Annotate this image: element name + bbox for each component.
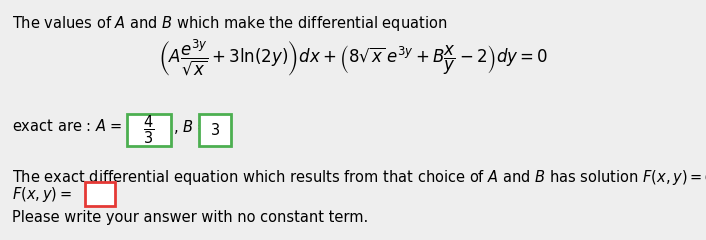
Text: Please write your answer with no constant term.: Please write your answer with no constan… <box>12 210 369 225</box>
Text: exact are : $A$ =: exact are : $A$ = <box>12 118 124 134</box>
Text: $F(x, y) = $: $F(x, y) = $ <box>12 185 72 204</box>
Text: $\left( A\dfrac{e^{3y}}{\sqrt{x}} + 3\ln(2y) \right) dx + \left( 8\sqrt{x}\,e^{3: $\left( A\dfrac{e^{3y}}{\sqrt{x}} + 3\ln… <box>158 38 548 78</box>
FancyBboxPatch shape <box>127 114 171 146</box>
Text: , $B$ =: , $B$ = <box>173 118 211 136</box>
Text: The exact differential equation which results from that choice of $\mathit{A}$ a: The exact differential equation which re… <box>12 168 706 187</box>
FancyBboxPatch shape <box>199 114 231 146</box>
FancyBboxPatch shape <box>85 182 115 206</box>
Text: The values of $\mathit{A}$ and $\mathit{B}$ which make the differential equation: The values of $\mathit{A}$ and $\mathit{… <box>12 14 448 33</box>
Text: $3$: $3$ <box>210 122 220 138</box>
Text: $\dfrac{4}{3}$: $\dfrac{4}{3}$ <box>143 114 155 146</box>
